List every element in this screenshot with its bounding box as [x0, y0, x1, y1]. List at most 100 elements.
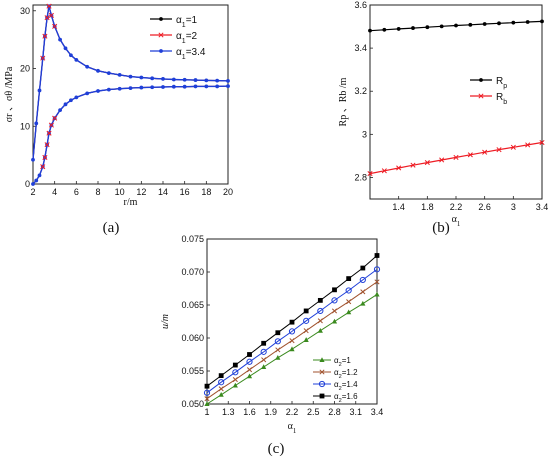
x-tick-label: 1	[204, 407, 209, 417]
panel-label-a: (a)	[103, 220, 120, 236]
x-tick-label: 6	[74, 187, 79, 197]
y-tick-label: 3.4	[354, 43, 367, 53]
data-point-1	[424, 160, 430, 166]
data-point-red-sigma_r	[48, 122, 54, 128]
data-point-1	[346, 299, 352, 305]
data-point-3	[346, 276, 352, 281]
series-line-2	[206, 268, 378, 394]
data-point-1	[218, 386, 224, 392]
data-point-2	[317, 307, 324, 315]
data-point-0	[232, 382, 238, 388]
y-tick-label: 2.8	[354, 172, 367, 182]
data-point-2	[232, 369, 239, 376]
plot-frame	[369, 4, 543, 200]
legend-marker	[319, 357, 325, 362]
data-point-0	[482, 22, 487, 26]
data-point-2	[359, 276, 366, 284]
data-point-1	[453, 154, 459, 160]
legend-marker	[159, 17, 163, 21]
data-point-sigma_r	[34, 178, 39, 183]
data-point-sigma_r	[215, 84, 220, 89]
data-point-2	[274, 338, 281, 345]
data-point-sigma_theta	[63, 46, 68, 51]
data-point-3	[275, 330, 281, 336]
data-point-sigma_theta	[161, 77, 165, 81]
x-tick-label: 2.6	[478, 202, 491, 212]
data-point-3	[232, 362, 238, 368]
data-point-1	[232, 377, 238, 383]
data-point-3	[360, 265, 366, 271]
data-point-1	[275, 347, 281, 353]
data-point-0	[261, 364, 267, 370]
legend-label: α2=1.6	[334, 392, 358, 404]
legend-marker	[479, 78, 483, 82]
series-line-sigma_r-0	[32, 85, 229, 185]
data-point-2	[303, 317, 310, 324]
data-point-1	[381, 168, 387, 174]
data-point-3	[289, 319, 295, 325]
x-axis-label: r/m	[124, 197, 138, 208]
data-point-sigma_theta	[31, 157, 35, 162]
data-point-red-sigma_theta	[46, 3, 52, 9]
data-point-3	[374, 253, 380, 258]
y-tick-label: 0.055	[181, 366, 204, 376]
data-point-sigma_theta	[58, 37, 62, 42]
x-tick-label: 1.4	[392, 202, 405, 212]
data-point-1	[539, 139, 545, 146]
x-tick-label: 3.4	[371, 407, 384, 417]
data-point-0	[289, 346, 295, 352]
data-point-1	[496, 147, 502, 153]
data-point-0	[246, 373, 253, 379]
data-point-1	[331, 308, 338, 314]
data-point-sigma_r	[106, 87, 111, 92]
data-point-sigma_r	[117, 86, 122, 91]
data-point-1	[261, 357, 267, 363]
legend-marker	[319, 393, 325, 399]
data-point-2	[373, 266, 381, 273]
data-point-1	[396, 165, 402, 171]
data-point-sigma_r	[31, 182, 35, 186]
data-point-sigma_r	[204, 84, 209, 89]
x-tick-label: 1.6	[243, 407, 256, 417]
data-point-1	[303, 328, 309, 334]
data-point-sigma_theta	[37, 88, 42, 93]
data-point-sigma_theta	[139, 75, 144, 80]
series-line-sigma_r-2	[32, 85, 229, 185]
data-point-sigma_theta	[204, 78, 209, 83]
y-tick-label: 30	[20, 6, 30, 16]
x-tick-label: 2.2	[286, 407, 299, 417]
data-point-0	[540, 19, 544, 24]
data-point-sigma_theta	[74, 57, 79, 62]
x-tick-label: 4	[52, 187, 57, 197]
legend-label: α2=1	[334, 356, 351, 368]
data-point-1	[367, 171, 373, 177]
data-point-sigma_theta	[128, 74, 133, 79]
data-point-sigma_r	[193, 84, 198, 89]
data-point-1	[439, 157, 445, 163]
y-tick-label: 10	[20, 121, 30, 131]
legend-label: α1=1	[176, 15, 198, 29]
data-point-sigma_r	[182, 84, 187, 89]
data-point-sigma_theta	[34, 121, 39, 126]
data-point-3	[261, 340, 267, 346]
data-point-0	[275, 355, 281, 360]
data-point-0	[439, 24, 444, 29]
data-point-red-sigma_theta	[48, 12, 54, 18]
chart-panel-a: 2 4 6 8 10 12 14 16 18 20 0 10 20 30 r/m σr 、σθ /MPa α1=…	[4, 3, 233, 208]
data-point-0	[331, 318, 338, 324]
data-point-sigma_r	[171, 84, 176, 89]
data-point-sigma_r	[161, 85, 165, 89]
y-axis-label: u/m	[160, 314, 171, 329]
x-tick-label: 14	[158, 187, 168, 197]
data-point-0	[468, 22, 473, 27]
data-point-0	[454, 23, 458, 28]
legend-marker	[159, 49, 163, 53]
series-line-sigma_theta-2	[32, 6, 229, 160]
data-point-red-sigma_r	[40, 164, 46, 170]
data-point-red-sigma_r	[46, 130, 52, 136]
legend-marker	[478, 93, 484, 99]
y-tick-label: 0.075	[181, 234, 204, 244]
x-axis-label: α1	[288, 421, 297, 435]
data-point-2	[260, 348, 267, 355]
x-tick-label: 3	[511, 202, 516, 212]
